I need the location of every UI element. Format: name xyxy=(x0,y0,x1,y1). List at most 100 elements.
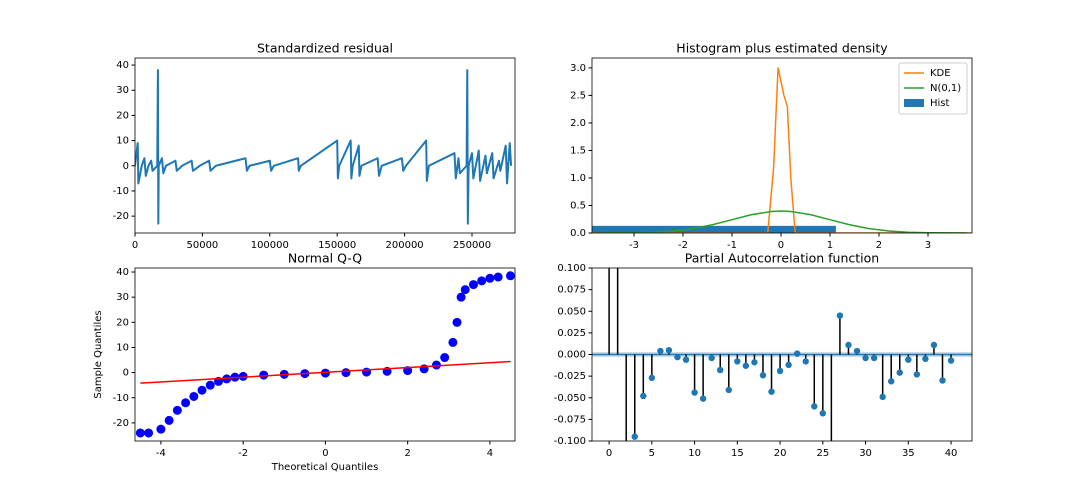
stem-marker xyxy=(845,341,852,349)
y-tick-label: -20 xyxy=(113,418,129,429)
qq-point xyxy=(205,380,215,390)
axes-frame xyxy=(134,57,516,234)
x-tick-label: 10 xyxy=(688,448,701,459)
plot-background xyxy=(135,58,515,233)
qq-point xyxy=(440,353,450,363)
stem-marker xyxy=(819,410,827,417)
stem-marker xyxy=(708,354,715,362)
x-tick-label: 2 xyxy=(876,240,882,251)
stem-marker xyxy=(768,388,775,395)
qq-point xyxy=(456,292,466,302)
x-tick-label: 20 xyxy=(774,448,787,459)
y-tick-label: 2.0 xyxy=(570,118,586,129)
qq-point xyxy=(505,271,515,281)
y-tick-label: 3.0 xyxy=(570,63,586,74)
chart-title: Histogram plus estimated density xyxy=(676,41,888,56)
stem-marker xyxy=(913,371,921,378)
y-tick-label: 0.100 xyxy=(557,263,586,274)
qq-point xyxy=(460,285,470,295)
stem-marker xyxy=(691,389,698,396)
hist-bar xyxy=(805,225,836,233)
axes-frame xyxy=(591,267,973,442)
stem-marker xyxy=(640,392,647,400)
qq-point xyxy=(172,405,182,415)
stem-marker xyxy=(682,356,690,363)
y-tick-label: -0.050 xyxy=(554,393,586,404)
stem-marker xyxy=(947,357,955,364)
x-tick-label: 15 xyxy=(731,448,744,459)
stem-marker xyxy=(939,377,946,384)
axes: Standardized residual 0 50000 100000 150000 2… xyxy=(113,41,516,251)
y-tick-label: 20 xyxy=(116,110,129,121)
stem-marker xyxy=(759,372,767,379)
x-tick-label: 1 xyxy=(827,240,833,251)
stem-marker xyxy=(699,395,707,402)
x-axis-label: Theoretical Quantiles xyxy=(271,462,379,473)
x-tick-label: 30 xyxy=(859,448,872,459)
y-tick-label: 10 xyxy=(116,342,129,353)
stem-marker xyxy=(793,350,801,357)
stem-marker xyxy=(922,355,929,363)
x-tick-label: 250000 xyxy=(453,240,491,251)
stem-marker xyxy=(785,361,792,369)
y-tick-label: -0.100 xyxy=(554,436,586,447)
hist-bar xyxy=(756,225,806,233)
qq-point xyxy=(477,276,487,286)
x-tick-label: 100000 xyxy=(251,240,289,251)
chart-title: Standardized residual xyxy=(257,41,393,56)
density-line xyxy=(594,210,968,233)
y-tick-label: 40 xyxy=(116,60,129,71)
stem-marker xyxy=(811,403,818,410)
x-tick-label: -1 xyxy=(727,240,737,251)
stem-marker xyxy=(888,378,895,385)
x-tick-label: 3 xyxy=(925,240,931,251)
stem-marker xyxy=(614,49,620,55)
legend-label: KDE xyxy=(930,68,951,79)
residual-line xyxy=(135,69,513,225)
x-tick-label: -3 xyxy=(629,240,639,251)
qq-point xyxy=(156,424,166,434)
x-tick-label: 5 xyxy=(649,448,655,459)
stem-marker xyxy=(717,366,724,374)
x-tick-label: 4 xyxy=(487,448,493,459)
stem-marker xyxy=(742,362,750,369)
reference-line xyxy=(140,360,511,384)
x-tick-label: 50000 xyxy=(186,240,218,251)
qq-point xyxy=(164,415,174,425)
qq-point xyxy=(197,385,207,395)
y-tick-label: 30 xyxy=(116,85,129,96)
axes: Histogram plus estimated density -3 -2 -1 0 1… xyxy=(570,41,973,251)
stem-marker xyxy=(725,386,732,394)
x-tick-label: 150000 xyxy=(318,240,356,251)
y-tick-label: 0.025 xyxy=(557,328,586,339)
stem-marker xyxy=(879,393,886,401)
stem-marker xyxy=(853,347,861,355)
plot-area xyxy=(592,49,972,441)
x-tick-label: 40 xyxy=(945,448,958,459)
chart-title: Normal Q-Q xyxy=(288,251,362,266)
x-tick-label: 25 xyxy=(816,448,829,459)
x-tick-label: 0 xyxy=(606,448,612,459)
stem-marker xyxy=(862,354,869,362)
y-tick-label: 1.0 xyxy=(570,173,586,184)
x-tick-label: -2 xyxy=(238,448,248,459)
y-tick-label: -20 xyxy=(113,211,129,222)
stem-marker xyxy=(657,347,664,355)
plot-area xyxy=(135,271,515,438)
y-axis-label: Sample Quantiles xyxy=(93,310,104,398)
qq-point xyxy=(403,366,413,376)
stem-marker xyxy=(870,354,878,362)
y-tick-label: -0.025 xyxy=(554,371,586,382)
legend-label: N(0,1) xyxy=(930,83,961,94)
qq-point xyxy=(448,337,458,347)
stem-marker xyxy=(631,433,638,440)
axes-frame xyxy=(134,267,516,442)
stem-marker xyxy=(674,353,681,361)
stem-marker xyxy=(648,374,656,382)
stem-marker xyxy=(905,356,912,363)
stem-marker xyxy=(665,346,673,354)
stem-marker xyxy=(751,359,758,366)
hist-bar xyxy=(592,225,659,233)
legend-label: Hist xyxy=(930,98,950,109)
